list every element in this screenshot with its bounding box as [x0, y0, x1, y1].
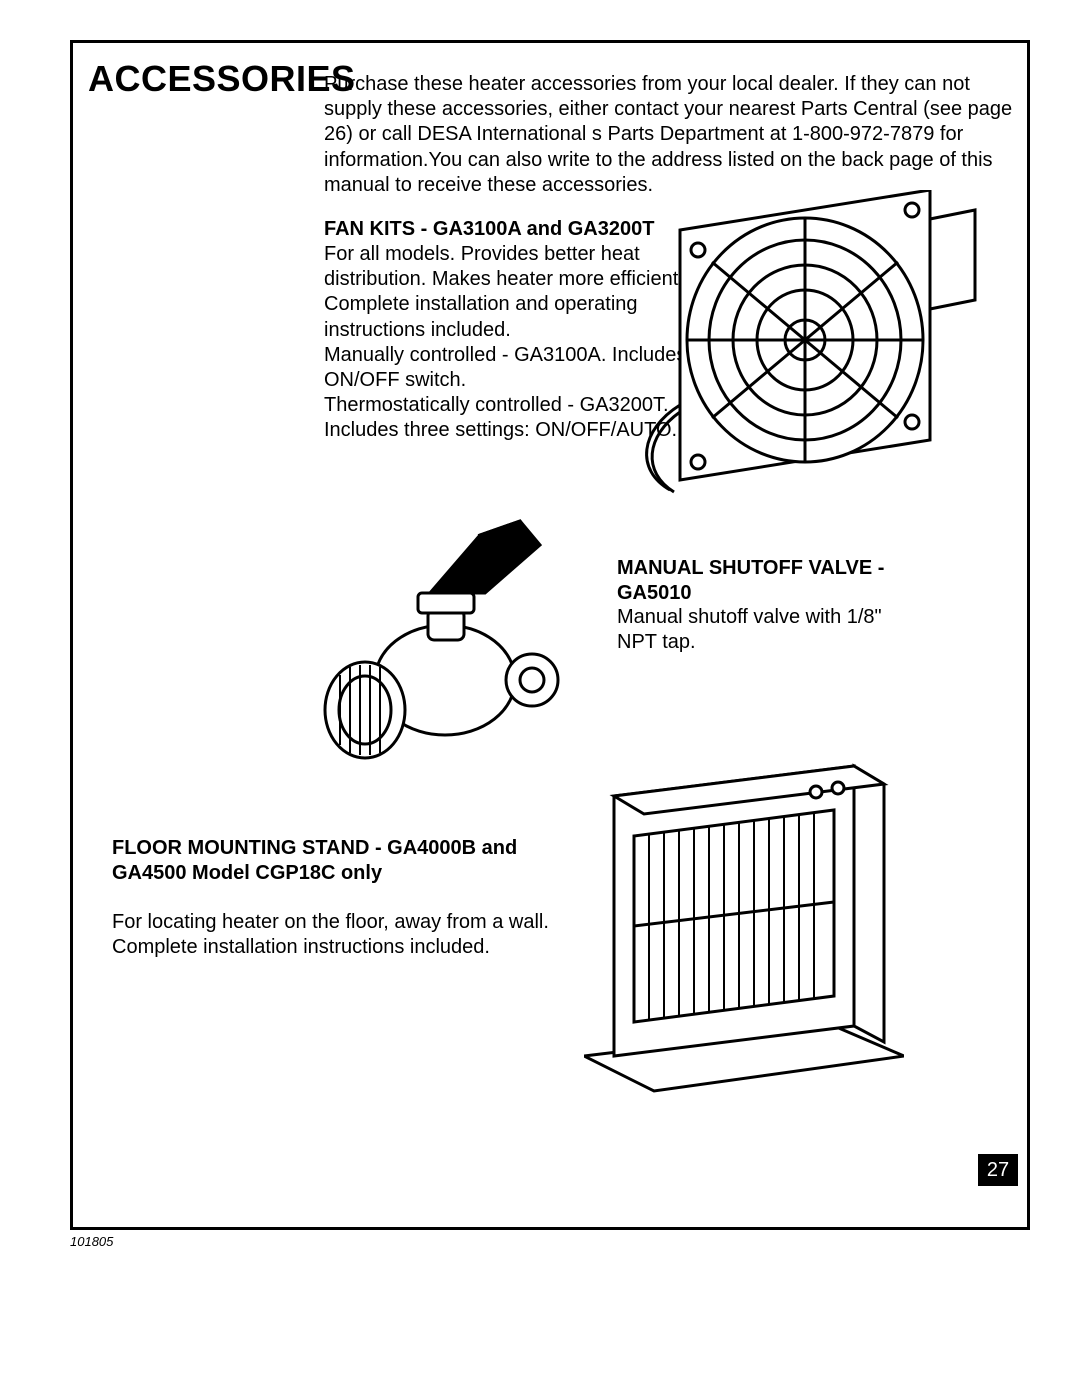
heater-illustration	[584, 756, 904, 1096]
section-title: ACCESSORIES	[88, 58, 356, 100]
page-number-badge: 27	[978, 1154, 1018, 1186]
valve-illustration	[310, 515, 585, 780]
floor-stand-heading: FLOOR MOUNTING STAND - GA4000B and GA450…	[112, 836, 582, 886]
fan-kits-body: For all models. Provides better heat dis…	[324, 242, 689, 444]
document-id: 101805	[70, 1234, 113, 1249]
floor-stand-body: For locating heater on the floor, away f…	[112, 910, 582, 960]
fan-illustration	[640, 190, 1020, 508]
valve-body: Manual shutoff valve with 1/8" NPT tap.	[617, 605, 917, 655]
intro-paragraph: Purchase these heater accessories from y…	[324, 72, 1014, 198]
page: ACCESSORIES Purchase these heater access…	[0, 0, 1080, 1397]
valve-heading: MANUAL SHUTOFF VALVE - GA5010	[617, 556, 917, 606]
